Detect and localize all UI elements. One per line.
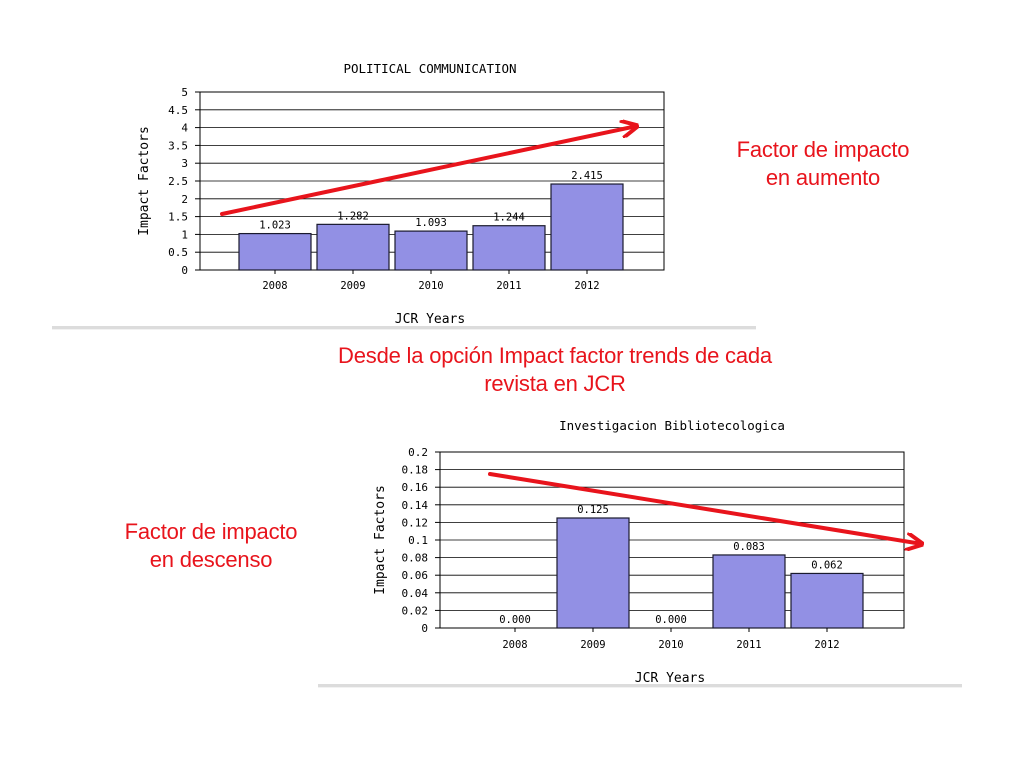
y-tick-label: 2.5 bbox=[168, 175, 188, 188]
y-tick-label: 0.08 bbox=[402, 552, 429, 565]
y-tick-label: 1 bbox=[181, 228, 188, 241]
value-label-2008: 1.023 bbox=[259, 220, 291, 232]
category-label-2010: 2010 bbox=[658, 639, 683, 651]
y-tick-label: 0.12 bbox=[402, 516, 429, 529]
bar-2009 bbox=[556, 517, 630, 629]
trend-arrow-decreasing bbox=[488, 472, 922, 544]
bottom-divider bbox=[318, 684, 962, 688]
value-label-2012: 2.415 bbox=[571, 170, 603, 182]
caption-increase: Factor de impacto en aumento bbox=[690, 136, 956, 192]
y-tick-label: 3.5 bbox=[168, 139, 188, 152]
y-tick-label: 2 bbox=[181, 193, 188, 206]
bar-2011 bbox=[712, 554, 786, 629]
value-label-2008: 0.000 bbox=[499, 614, 531, 626]
value-label-2011: 1.244 bbox=[493, 212, 525, 224]
bar-2009 bbox=[316, 223, 390, 271]
category-label-2010: 2010 bbox=[418, 280, 443, 292]
category-label-2011: 2011 bbox=[736, 639, 761, 651]
caption-decrease-line-2: en descenso bbox=[149, 547, 273, 572]
caption-decrease-line-1: Factor de impacto bbox=[124, 519, 298, 544]
y-tick-label: 0.18 bbox=[402, 464, 429, 477]
y-tick-label: 5 bbox=[181, 86, 188, 99]
y-tick-label: 0.14 bbox=[402, 499, 429, 512]
caption-source: Desde la opción Impact factor trends de … bbox=[230, 342, 880, 398]
y-tick-label: 4.5 bbox=[168, 104, 188, 117]
bar-2012 bbox=[550, 183, 624, 271]
y-tick-label: 1.5 bbox=[168, 211, 188, 224]
value-label-2009: 1.282 bbox=[337, 210, 369, 222]
bar-2010 bbox=[394, 230, 468, 271]
category-label-2009: 2009 bbox=[580, 639, 605, 651]
caption-increase-line-2: en aumento bbox=[765, 165, 881, 190]
value-label-2009: 0.125 bbox=[577, 504, 609, 516]
bar-2012 bbox=[790, 572, 864, 629]
y-tick-label: 0.2 bbox=[408, 446, 428, 459]
top-divider bbox=[52, 326, 756, 330]
chart-title: POLITICAL COMMUNICATION bbox=[343, 61, 516, 76]
caption-increase-line-1: Factor de impacto bbox=[736, 137, 910, 162]
category-label-2011: 2011 bbox=[496, 280, 521, 292]
y-tick-label: 0.1 bbox=[408, 534, 428, 547]
caption-decrease: Factor de impacto en descenso bbox=[78, 518, 344, 574]
y-tick-label: 0 bbox=[421, 622, 428, 635]
value-label-2011: 0.083 bbox=[733, 541, 765, 553]
category-label-2012: 2012 bbox=[574, 280, 599, 292]
trend-arrow-increasing bbox=[220, 126, 637, 216]
caption-source-line-2: revista en JCR bbox=[484, 371, 626, 396]
x-axis-label: JCR Years bbox=[635, 671, 705, 686]
y-tick-label: 0.06 bbox=[402, 569, 429, 582]
y-tick-label: 0.5 bbox=[168, 246, 188, 259]
category-label-2009: 2009 bbox=[340, 280, 365, 292]
bar-2011 bbox=[472, 225, 546, 271]
y-tick-label: 0 bbox=[181, 264, 188, 277]
y-axis-label: Impact Factors bbox=[373, 485, 388, 595]
bar-2008 bbox=[238, 232, 312, 271]
category-label-2012: 2012 bbox=[814, 639, 839, 651]
category-label-2008: 2008 bbox=[502, 639, 527, 651]
caption-source-line-1: Desde la opción Impact factor trends de … bbox=[338, 343, 772, 368]
chart-title: Investigacion Bibliotecologica bbox=[559, 418, 785, 433]
y-tick-label: 0.04 bbox=[402, 587, 429, 600]
y-axis-label: Impact Factors bbox=[137, 126, 152, 236]
y-tick-label: 3 bbox=[181, 157, 188, 170]
investigacion-bibliotecologica-chart: 0 0.02 0.04 0.06 0.08 0.1 0.12 0.14 0.16 0.18 0.2 I… bbox=[373, 418, 922, 686]
value-label-2012: 0.062 bbox=[811, 559, 843, 571]
x-axis-label: JCR Years bbox=[395, 312, 465, 327]
category-label-2008: 2008 bbox=[262, 280, 287, 292]
value-label-2010: 1.093 bbox=[415, 217, 447, 229]
y-tick-label: 0.16 bbox=[402, 481, 429, 494]
value-label-2010: 0.000 bbox=[655, 614, 687, 626]
political-communication-chart: 0 0.5 1 1.5 2 2.5 3 3.5 4 4.5 5 POLITICAL COMMUNICA… bbox=[137, 61, 665, 327]
y-tick-label: 0.02 bbox=[402, 604, 429, 617]
y-tick-label: 4 bbox=[181, 122, 188, 135]
